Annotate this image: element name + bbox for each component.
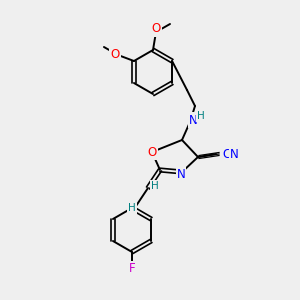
Text: H: H — [197, 111, 205, 121]
Text: H: H — [128, 203, 136, 213]
Text: O: O — [110, 49, 120, 62]
Text: N: N — [230, 148, 239, 160]
Text: H: H — [151, 181, 159, 191]
Text: N: N — [189, 113, 197, 127]
Text: C: C — [222, 148, 230, 160]
Text: O: O — [147, 146, 157, 158]
Text: N: N — [177, 167, 185, 181]
Text: F: F — [129, 262, 135, 275]
Text: O: O — [152, 22, 160, 35]
